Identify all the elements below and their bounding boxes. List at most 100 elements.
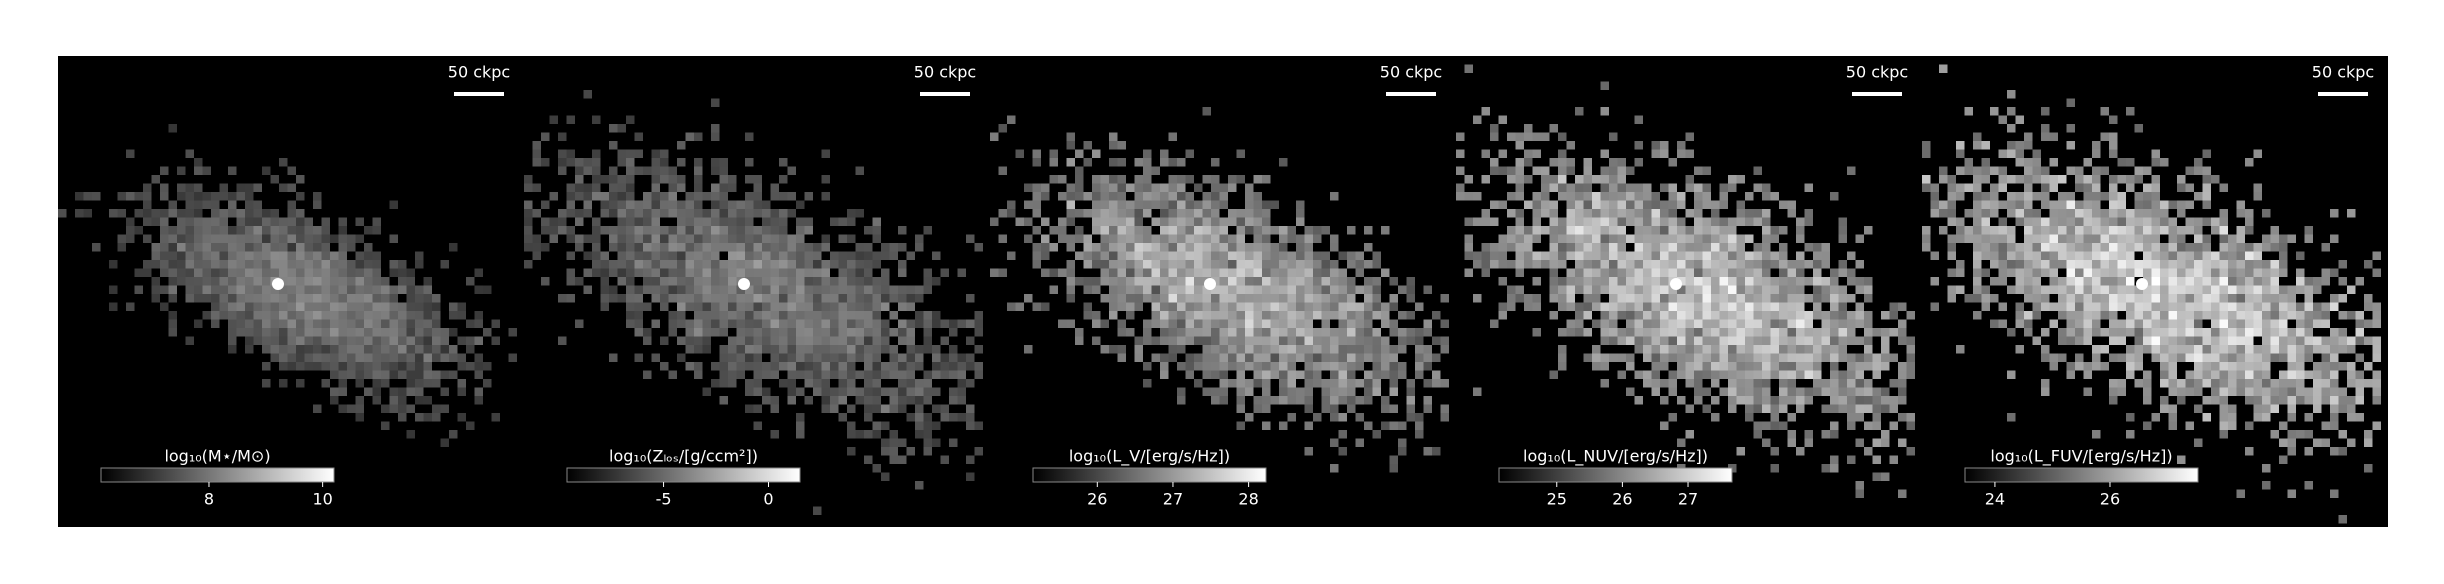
image-pixel <box>719 328 728 337</box>
image-pixel <box>1338 430 1347 439</box>
image-pixel <box>804 251 813 260</box>
image-pixel <box>2066 285 2075 294</box>
image-pixel <box>2330 209 2339 218</box>
image-pixel <box>1109 217 1118 226</box>
image-pixel <box>1711 200 1720 209</box>
image-pixel <box>1532 166 1541 175</box>
image-pixel <box>2041 226 2050 235</box>
image-pixel <box>1898 438 1907 447</box>
image-pixel <box>2007 260 2016 269</box>
image-pixel <box>736 353 745 362</box>
image-pixel <box>651 183 660 192</box>
image-pixel <box>1575 311 1584 320</box>
image-pixel <box>1609 285 1618 294</box>
image-pixel <box>651 166 660 175</box>
image-pixel <box>364 294 373 303</box>
image-pixel <box>1881 362 1890 371</box>
image-pixel <box>1355 251 1364 260</box>
image-pixel <box>2160 362 2169 371</box>
image-pixel <box>2355 370 2364 379</box>
image-pixel <box>736 243 745 252</box>
image-pixel <box>185 294 194 303</box>
image-pixel <box>2270 277 2279 286</box>
image-pixel <box>1634 141 1643 150</box>
image-pixel <box>1922 226 1931 235</box>
image-pixel <box>575 158 584 167</box>
image-pixel <box>2338 396 2347 405</box>
image-pixel <box>134 285 143 294</box>
image-pixel <box>685 217 694 226</box>
colorbar-tick-label: 8 <box>204 490 214 509</box>
image-pixel <box>1177 311 1186 320</box>
image-pixel <box>1143 268 1152 277</box>
image-pixel <box>1558 362 1567 371</box>
image-pixel <box>134 192 143 201</box>
image-pixel <box>694 251 703 260</box>
image-pixel <box>1321 328 1330 337</box>
image-pixel <box>1338 319 1347 328</box>
image-pixel <box>2168 234 2177 243</box>
image-pixel <box>1321 345 1330 354</box>
image-pixel <box>1092 285 1101 294</box>
image-pixel <box>449 353 458 362</box>
image-pixel <box>1821 243 1830 252</box>
image-pixel <box>2015 345 2024 354</box>
image-pixel <box>1617 175 1626 184</box>
image-pixel <box>432 345 441 354</box>
image-pixel <box>821 260 830 269</box>
image-pixel <box>415 302 424 311</box>
image-pixel <box>1109 226 1118 235</box>
image-pixel <box>1092 243 1101 252</box>
image-pixel <box>1864 285 1873 294</box>
image-pixel <box>2194 311 2203 320</box>
scalebar-label: 50 ckpc <box>914 63 976 82</box>
image-pixel <box>2168 268 2177 277</box>
image-pixel <box>1804 260 1813 269</box>
image-pixel <box>389 234 398 243</box>
image-pixel <box>677 209 686 218</box>
image-pixel <box>1347 336 1356 345</box>
image-pixel <box>1134 285 1143 294</box>
image-pixel <box>1609 251 1618 260</box>
image-pixel <box>2279 260 2288 269</box>
image-pixel <box>2279 268 2288 277</box>
image-pixel <box>1964 183 1973 192</box>
image-pixel <box>253 209 262 218</box>
image-pixel <box>1100 200 1109 209</box>
image-pixel <box>1685 294 1694 303</box>
image-pixel <box>609 166 618 175</box>
image-pixel <box>2075 294 2084 303</box>
image-pixel <box>168 294 177 303</box>
image-pixel <box>2032 166 2041 175</box>
image-pixel <box>915 379 924 388</box>
image-pixel <box>1481 268 1490 277</box>
image-pixel <box>694 158 703 167</box>
image-pixel <box>2296 336 2305 345</box>
image-pixel <box>2287 285 2296 294</box>
image-pixel <box>2168 200 2177 209</box>
image-pixel <box>1566 243 1575 252</box>
image-pixel <box>1330 260 1339 269</box>
image-pixel <box>592 243 601 252</box>
image-pixel <box>2024 217 2033 226</box>
image-pixel <box>2126 107 2135 116</box>
image-pixel <box>1381 311 1390 320</box>
image-pixel <box>864 370 873 379</box>
image-pixel <box>1830 311 1839 320</box>
image-pixel <box>1406 413 1415 422</box>
image-pixel <box>2041 234 2050 243</box>
image-pixel <box>1532 132 1541 141</box>
image-pixel <box>1947 217 1956 226</box>
image-pixel <box>2219 183 2228 192</box>
image-pixel <box>702 234 711 243</box>
image-pixel <box>753 336 762 345</box>
image-pixel <box>219 234 228 243</box>
image-pixel <box>2032 226 2041 235</box>
image-pixel <box>1398 438 1407 447</box>
image-pixel <box>1872 353 1881 362</box>
image-pixel <box>651 158 660 167</box>
image-pixel <box>296 251 305 260</box>
image-pixel <box>1643 345 1652 354</box>
image-pixel <box>1160 319 1169 328</box>
image-pixel <box>2185 285 2194 294</box>
